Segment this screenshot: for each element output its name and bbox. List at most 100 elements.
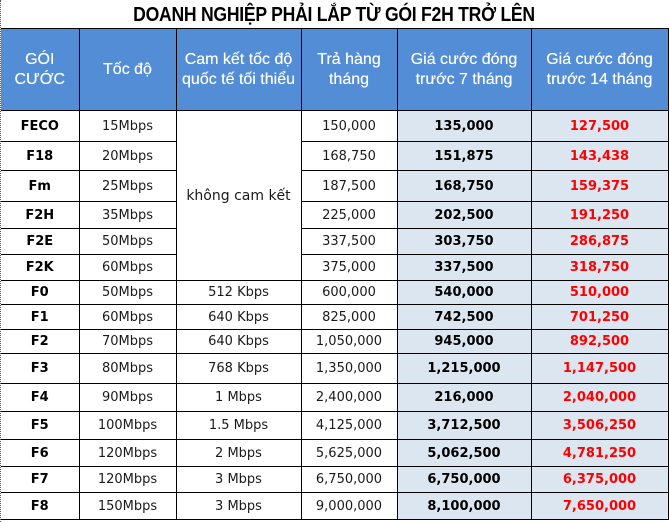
intl-commit: 768 Kbps bbox=[175, 353, 302, 384]
prepay-7-price: 151,875 bbox=[396, 141, 532, 171]
package-name: F2K bbox=[1, 254, 80, 281]
prepay-14-price: 6,375,000 bbox=[530, 466, 669, 493]
intl-commit: 640 Kbps bbox=[175, 329, 302, 354]
speed: 15Mbps bbox=[78, 110, 177, 142]
table-row: F5 100Mbps 1.5 Mbps 4,125,000 3,712,500 … bbox=[1, 411, 669, 440]
prepay-7-price: 540,000 bbox=[396, 280, 532, 305]
prepay-14-price: 127,500 bbox=[530, 110, 669, 142]
monthly-price: 187,500 bbox=[300, 170, 398, 202]
speed: 60Mbps bbox=[78, 254, 177, 281]
monthly-price: 375,000 bbox=[300, 254, 398, 281]
package-name: F2H bbox=[1, 201, 80, 229]
package-name: Fm bbox=[1, 170, 80, 202]
package-name: F2 bbox=[1, 329, 80, 354]
speed: 70Mbps bbox=[78, 329, 177, 354]
intl-commit: 512 Kbps bbox=[175, 280, 302, 305]
package-name: F5 bbox=[1, 411, 80, 440]
prepay-7-price: 337,500 bbox=[396, 254, 532, 281]
monthly-price: 4,125,000 bbox=[300, 411, 398, 440]
table-row: F1 60Mbps 640 Kbps 825,000 742,500 701,2… bbox=[1, 304, 669, 330]
package-name: F3 bbox=[1, 353, 80, 384]
intl-commit: 1.5 Mbps bbox=[175, 411, 302, 440]
monthly-price: 1,050,000 bbox=[300, 329, 398, 354]
speed: 20Mbps bbox=[78, 141, 177, 171]
prepay-7-price: 216,000 bbox=[396, 383, 532, 412]
prepay-7-price: 6,750,000 bbox=[396, 466, 532, 493]
monthly-price: 600,000 bbox=[300, 280, 398, 305]
header-monthly: Trả hàng tháng bbox=[300, 28, 398, 111]
table-row: F7 120Mbps 3 Mbps 6,750,000 6,750,000 6,… bbox=[1, 466, 669, 493]
monthly-price: 5,625,000 bbox=[300, 439, 398, 467]
prepay-7-price: 742,500 bbox=[396, 304, 532, 330]
speed: 120Mbps bbox=[78, 439, 177, 467]
table-row: FECO 15Mbps không cam kết 150,000 135,00… bbox=[1, 110, 669, 281]
monthly-price: 1,350,000 bbox=[300, 353, 398, 384]
package-name: F7 bbox=[1, 466, 80, 493]
package-name: F4 bbox=[1, 383, 80, 412]
intl-commit: 1 Mbps bbox=[175, 383, 302, 412]
table-row: F6 120Mbps 2 Mbps 5,625,000 5,062,500 4,… bbox=[1, 439, 669, 467]
monthly-price: 2,400,000 bbox=[300, 383, 398, 412]
package-name: F6 bbox=[1, 439, 80, 467]
prepay-14-price: 701,250 bbox=[530, 304, 669, 330]
intl-commit: 3 Mbps bbox=[175, 492, 302, 520]
table-row: Fm 25Mbps 187,500 168,750 159,375 bbox=[1, 170, 669, 202]
package-name: FECO bbox=[1, 110, 80, 142]
monthly-price: 6,750,000 bbox=[300, 466, 398, 493]
speed: 50Mbps bbox=[78, 280, 177, 305]
speed: 120Mbps bbox=[78, 466, 177, 493]
price-table: GÓI CƯỚC Tốc độ Cam kết tốc độ quốc tế t… bbox=[1, 28, 669, 520]
table-row: F2E 50Mbps 337,500 303,750 286,875 bbox=[1, 228, 669, 255]
speed: 80Mbps bbox=[78, 353, 177, 384]
prepay-7-price: 168,750 bbox=[396, 170, 532, 202]
monthly-price: 9,000,000 bbox=[300, 492, 398, 520]
prepay-7-price: 135,000 bbox=[396, 110, 532, 142]
package-name: F18 bbox=[1, 141, 80, 171]
sheet-left-edge bbox=[0, 0, 2, 522]
speed: 50Mbps bbox=[78, 228, 177, 255]
prepay-14-price: 191,250 bbox=[530, 201, 669, 229]
monthly-price: 168,750 bbox=[300, 141, 398, 171]
prepay-7-price: 303,750 bbox=[396, 228, 532, 255]
prepay-14-price: 892,500 bbox=[530, 329, 669, 354]
intl-commit-merged: không cam kết bbox=[175, 110, 302, 281]
intl-commit: 2 Mbps bbox=[175, 439, 302, 467]
prepay-14-price: 318,750 bbox=[530, 254, 669, 281]
monthly-price: 150,000 bbox=[300, 110, 398, 142]
prepay-14-price: 159,375 bbox=[530, 170, 669, 202]
prepay-14-price: 7,650,000 bbox=[530, 492, 669, 520]
package-name: F8 bbox=[1, 492, 80, 520]
prepay-14-price: 143,438 bbox=[530, 141, 669, 171]
speed: 100Mbps bbox=[78, 411, 177, 440]
monthly-price: 225,000 bbox=[300, 201, 398, 229]
header-prepay-14: Giá cước đóng trước 14 tháng bbox=[530, 28, 669, 111]
package-name: F1 bbox=[1, 304, 80, 330]
prepay-14-price: 4,781,250 bbox=[530, 439, 669, 467]
prepay-14-price: 286,875 bbox=[530, 228, 669, 255]
table-row: F2 70Mbps 640 Kbps 1,050,000 945,000 892… bbox=[1, 329, 669, 354]
prepay-14-price: 1,147,500 bbox=[530, 353, 669, 384]
header-prepay-7: Giá cước đóng trước 7 tháng bbox=[396, 28, 532, 111]
intl-commit: 640 Kbps bbox=[175, 304, 302, 330]
header-row: GÓI CƯỚC Tốc độ Cam kết tốc độ quốc tế t… bbox=[1, 28, 669, 111]
prepay-14-price: 2,040,000 bbox=[530, 383, 669, 412]
prepay-7-price: 3,712,500 bbox=[396, 411, 532, 440]
monthly-price: 337,500 bbox=[300, 228, 398, 255]
header-intl-commit: Cam kết tốc độ quốc tế tối thiểu bbox=[175, 28, 302, 111]
table-row: F18 20Mbps 168,750 151,875 143,438 bbox=[1, 141, 669, 171]
header-package: GÓI CƯỚC bbox=[1, 28, 80, 111]
table-row: F4 90Mbps 1 Mbps 2,400,000 216,000 2,040… bbox=[1, 383, 669, 412]
prepay-7-price: 202,500 bbox=[396, 201, 532, 229]
table-row: F3 80Mbps 768 Kbps 1,350,000 1,215,000 1… bbox=[1, 353, 669, 384]
prepay-14-price: 510,000 bbox=[530, 280, 669, 305]
package-name: F0 bbox=[1, 280, 80, 305]
speed: 150Mbps bbox=[78, 492, 177, 520]
table-row: F0 50Mbps 512 Kbps 600,000 540,000 510,0… bbox=[1, 280, 669, 305]
table-row: F2K 60Mbps 375,000 337,500 318,750 bbox=[1, 254, 669, 281]
intl-commit: 3 Mbps bbox=[175, 466, 302, 493]
speed: 25Mbps bbox=[78, 170, 177, 202]
table-row: F8 150Mbps 3 Mbps 9,000,000 8,100,000 7,… bbox=[1, 492, 669, 520]
prepay-7-price: 8,100,000 bbox=[396, 492, 532, 520]
monthly-price: 825,000 bbox=[300, 304, 398, 330]
package-name: F2E bbox=[1, 228, 80, 255]
